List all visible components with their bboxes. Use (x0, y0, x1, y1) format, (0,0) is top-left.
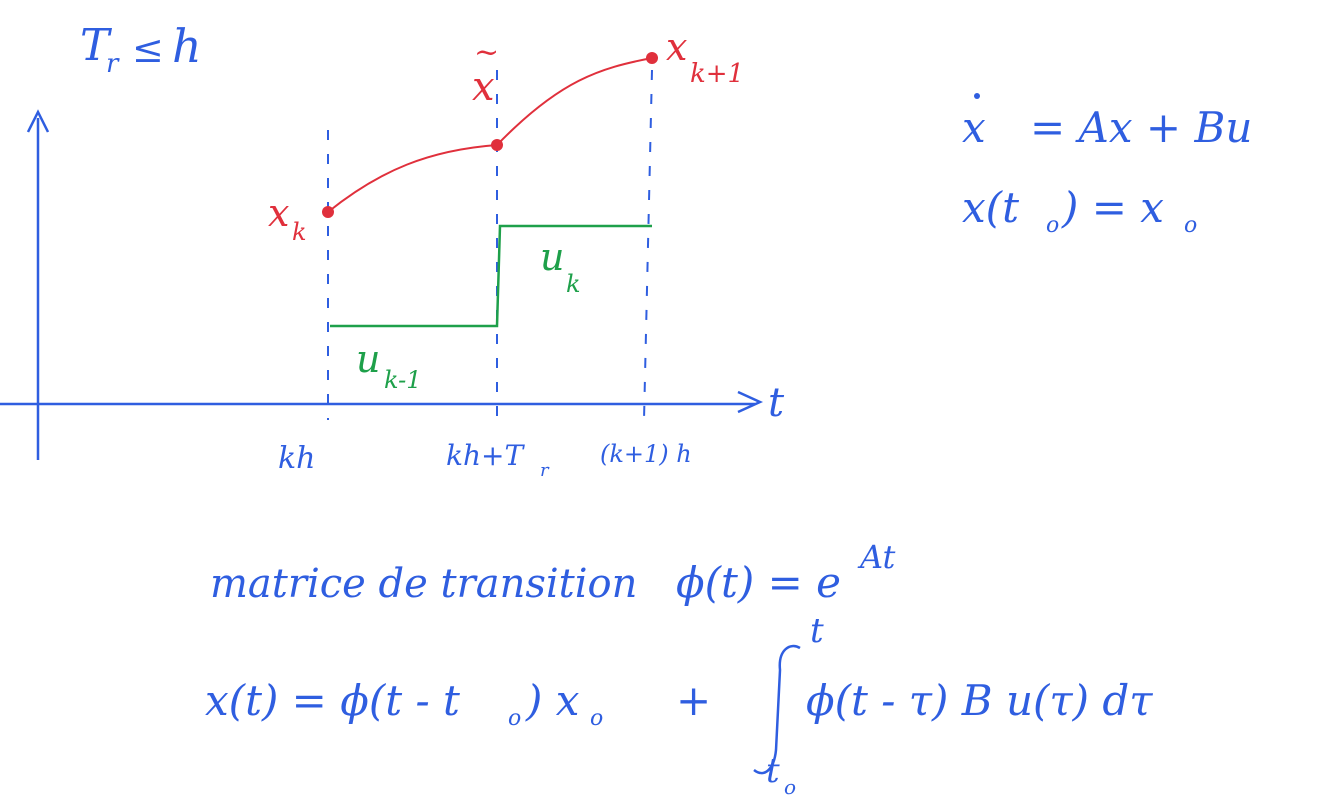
solution-lhs-sub2: o (590, 706, 603, 731)
tick-kh-tr-sub: r (540, 460, 550, 481)
label-xk1: x (666, 25, 687, 69)
tick-kh: kh (278, 441, 316, 476)
integral-upper: t (810, 611, 824, 651)
label-uk1: u (356, 337, 380, 381)
condition-lhs-sub: r (106, 49, 120, 79)
tick-k1h: (k+1) h (600, 440, 692, 468)
dot-mark (974, 93, 980, 99)
label-uk-sub: k (566, 270, 581, 298)
axes: t (0, 109, 785, 460)
label-xtilde-mark: ~ (474, 35, 499, 70)
label-uk: u (540, 235, 564, 279)
integral-sign (753, 644, 801, 775)
initial-eq-sub: o (1046, 213, 1059, 238)
condition-rhs: h (172, 19, 202, 73)
transition-text: matrice de transition (210, 561, 637, 607)
integrand: ϕ(t - τ) B u(τ) dτ (806, 676, 1153, 725)
sample-guides (327, 69, 653, 421)
state-point-xtilde (491, 139, 503, 151)
solution-lhs-sub: o (508, 706, 521, 731)
label-xk1-sub: k+1 (690, 59, 744, 89)
initial-eq-rest: ) = x (1061, 183, 1164, 232)
input-signal (330, 224, 652, 328)
initial-eq: x(t (962, 183, 1019, 232)
label-xk-sub: k (292, 218, 307, 246)
integral-lower-sub: o (784, 775, 796, 799)
guide-k1h (643, 69, 653, 421)
transition-phi: ϕ(t) = e (676, 558, 841, 607)
solution-plus: + (676, 676, 711, 725)
state-point-xk (322, 206, 334, 218)
condition-rel: ≤ (132, 27, 164, 71)
tick-kh-tr: kh+T (446, 439, 525, 472)
label-xk: x (268, 191, 289, 235)
solution-lhs-rest: ) x (525, 676, 580, 725)
condition-lhs: T (80, 20, 113, 71)
solution-lhs: x(t) = ϕ(t - t (205, 676, 460, 725)
x-axis-arrow (737, 390, 764, 414)
time-axis-label: t (768, 380, 785, 426)
initial-eq-sub2: o (1184, 213, 1197, 238)
state-point-xk1 (646, 52, 658, 64)
label-xtilde: x (472, 64, 495, 110)
state-eq-rhs: = Ax + Bu (1030, 103, 1252, 152)
integral-lower: t (766, 751, 780, 791)
state-eq-lhs: x (962, 103, 986, 152)
y-axis-arrow (26, 109, 50, 133)
transition-exp: At (857, 538, 896, 576)
label-uk1-sub: k-1 (384, 366, 422, 394)
